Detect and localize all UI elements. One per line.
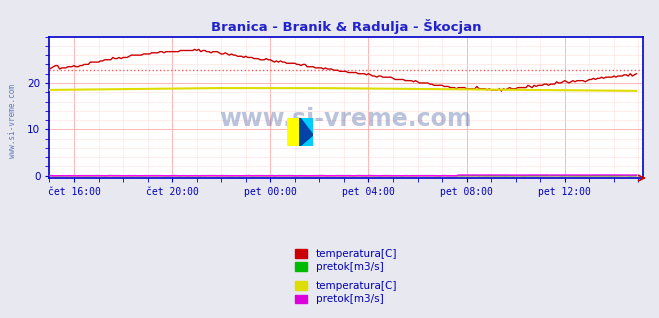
Text: www.si-vreme.com: www.si-vreme.com	[219, 107, 473, 131]
Bar	[287, 118, 300, 146]
Text: www.si-vreme.com: www.si-vreme.com	[8, 84, 17, 158]
Title: Branica - Branik & Radulja - Škocjan: Branica - Branik & Radulja - Škocjan	[211, 19, 481, 34]
Bar	[300, 118, 313, 146]
Polygon shape	[300, 118, 313, 146]
Legend: temperatura[C], pretok[m3/s]: temperatura[C], pretok[m3/s]	[295, 249, 397, 272]
